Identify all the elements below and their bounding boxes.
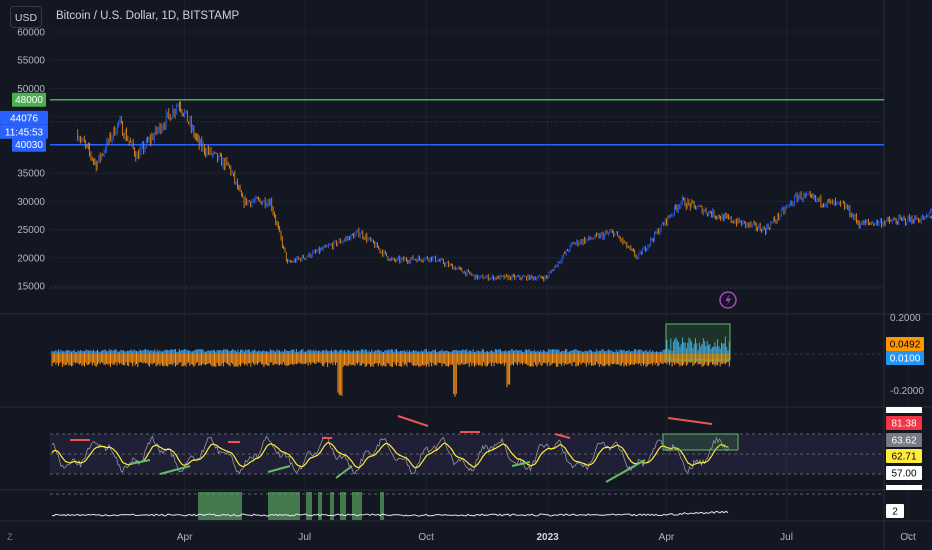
flow-block-5 <box>340 492 346 520</box>
last-price-label-bg <box>0 110 48 125</box>
flow-block-1 <box>268 492 300 520</box>
flow-value-0: 2 <box>892 507 898 518</box>
corner-left-label[interactable]: Z <box>7 532 13 542</box>
x-tick-3: 2023 <box>537 532 560 543</box>
rsi-divergence-bear-6 <box>667 417 713 425</box>
alert-button[interactable] <box>719 291 737 309</box>
last-price-label: 44076 <box>10 113 38 124</box>
rsi-divergence-bull-1 <box>159 465 191 475</box>
x-tick-0: Apr <box>177 532 193 543</box>
x-tick-1: Jul <box>298 532 311 543</box>
y-tick-7: 20000 <box>17 253 45 264</box>
corner-right-label[interactable]: A <box>905 532 912 542</box>
rsi-divergence-bull-4 <box>511 461 531 467</box>
y-tick-2: 50000 <box>17 84 45 95</box>
y-tick-8: 15000 <box>17 282 45 293</box>
rsi-divergence-bear-5 <box>554 433 571 439</box>
candles <box>77 101 932 282</box>
rsi-divergence-bull-0 <box>129 459 151 465</box>
rsi-bottom-value-bg <box>886 485 922 490</box>
lightning-bolt <box>725 294 731 306</box>
x-tick-2: Oct <box>418 532 434 543</box>
x-tick-4: Apr <box>659 532 675 543</box>
flow-line <box>51 510 729 517</box>
osc-value-0-bg <box>886 337 924 351</box>
support-label-bg <box>12 137 46 152</box>
flow-block-6 <box>352 492 362 520</box>
osc-tick-0: 0.2000 <box>890 313 921 324</box>
price-pane[interactable] <box>50 9 932 282</box>
rsi-top-value-bg <box>886 407 922 413</box>
flow-value-0-bg <box>886 504 904 518</box>
countdown-label-bg <box>0 124 48 139</box>
y-tick-6: 25000 <box>17 225 45 236</box>
resistance-label-bg <box>12 92 46 107</box>
y-tick-1: 55000 <box>17 56 45 67</box>
flow-block-3 <box>318 492 322 520</box>
y-tick-0: 60000 <box>17 28 45 39</box>
x-tick-6: Oct <box>900 532 916 543</box>
rsi-value-0-bg <box>886 416 922 430</box>
rsi-value-3: 57.00 <box>891 469 916 480</box>
rsi-divergence-bull-5 <box>605 459 646 483</box>
price-axis[interactable]: 6000055000500004500035000300002500020000… <box>0 28 924 519</box>
osc-value-1: 0.0100 <box>890 354 921 365</box>
rsi-highlight-box <box>662 433 739 451</box>
time-axis[interactable]: AprJulOct2023AprJulOct2024Apr <box>177 532 932 543</box>
support-label: 40030 <box>15 140 43 151</box>
osc-highlight-box <box>665 323 731 361</box>
rsi-value-2: 62.71 <box>891 452 916 463</box>
osc-value-0: 0.0492 <box>890 340 921 351</box>
osc-tick-1: -0.2000 <box>890 386 924 397</box>
rsi-value-1: 63.62 <box>891 436 916 447</box>
rsi-value-2-bg <box>886 449 922 463</box>
flow-block-4 <box>330 492 334 520</box>
flow-block-2 <box>306 492 312 520</box>
rsi-raw-line <box>51 435 729 475</box>
oscillator-pane[interactable] <box>50 323 884 397</box>
volume-flow-pane[interactable] <box>50 492 884 520</box>
x-tick-5: Jul <box>780 532 793 543</box>
chart-title: Bitcoin / U.S. Dollar, 1D, BITSTAMP <box>56 10 240 22</box>
rsi-value-3-bg <box>886 466 922 480</box>
y-tick-4: 35000 <box>17 169 45 180</box>
currency-button[interactable]: USD <box>10 6 42 28</box>
rsi-value-1-bg <box>886 433 922 447</box>
countdown-label: 11:45:53 <box>5 127 44 138</box>
resistance-label: 48000 <box>15 95 43 106</box>
flow-block-7 <box>380 492 384 520</box>
rsi-divergence-bull-3 <box>335 465 353 479</box>
osc-value-1-bg <box>886 351 924 365</box>
rsi-pane[interactable] <box>50 415 884 483</box>
rsi-divergence-bull-2 <box>267 465 291 473</box>
rsi-smoothed-line <box>51 441 729 469</box>
y-tick-5: 30000 <box>17 197 45 208</box>
rsi-value-0: 81.38 <box>891 419 916 430</box>
lightning-icon <box>719 291 737 309</box>
rsi-divergence-bear-3 <box>397 415 429 427</box>
